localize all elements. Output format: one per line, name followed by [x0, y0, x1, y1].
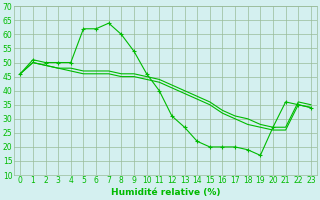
X-axis label: Humidité relative (%): Humidité relative (%) — [111, 188, 220, 197]
